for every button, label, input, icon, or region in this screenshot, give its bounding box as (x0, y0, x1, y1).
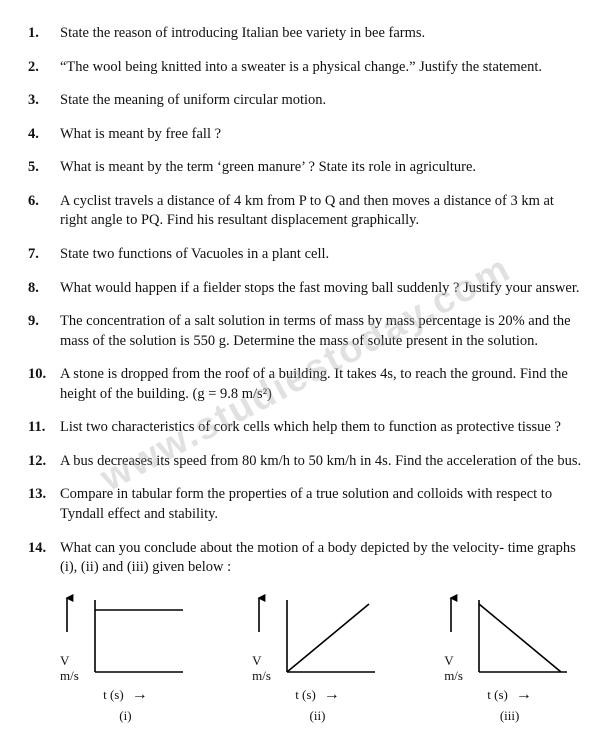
x-axis-label: t (s)→ (103, 686, 148, 704)
y-axis-label: Vm/s (60, 640, 79, 684)
question-row: 6.A cyclist travels a distance of 4 km f… (28, 192, 583, 231)
question-text: What would happen if a fielder stops the… (60, 279, 583, 299)
question-number: 14. (28, 539, 60, 559)
graph-sub-label: (ii) (310, 708, 326, 724)
question-text: “The wool being knitted into a sweater i… (60, 58, 583, 78)
question-number: 8. (28, 279, 60, 299)
question-list: 1.State the reason of introducing Italia… (28, 24, 583, 578)
question-row: 8.What would happen if a fielder stops t… (28, 279, 583, 299)
vt-graph-plot (465, 594, 575, 684)
graph-sub-label: (i) (119, 708, 131, 724)
x-axis-arrow-icon: → (132, 686, 148, 703)
y-axis-arrow-icon (60, 592, 74, 640)
question-text: What is meant by free fall ? (60, 125, 583, 145)
question-number: 4. (28, 125, 60, 145)
question-text: List two characteristics of cork cells w… (60, 418, 583, 438)
question-text: A bus decreases its speed from 80 km/h t… (60, 452, 583, 472)
question-text: A stone is dropped from the roof of a bu… (60, 365, 583, 404)
question-row: 5.What is meant by the term ‘green manur… (28, 158, 583, 178)
question-row: 12.A bus decreases its speed from 80 km/… (28, 452, 583, 472)
y-axis-arrow-icon (252, 592, 266, 640)
x-axis-arrow-icon: → (324, 686, 340, 703)
question-row: 1.State the reason of introducing Italia… (28, 24, 583, 44)
question-text: State the reason of introducing Italian … (60, 24, 583, 44)
x-axis-label: t (s)→ (487, 686, 532, 704)
graph-sub-label: (iii) (500, 708, 520, 724)
y-axis-label-block: Vm/s (252, 592, 271, 684)
question-number: 5. (28, 158, 60, 178)
vt-graph: Vm/s t (s)→ (i) (60, 592, 191, 724)
y-axis-label-block: Vm/s (60, 592, 79, 684)
question-number: 1. (28, 24, 60, 44)
question-number: 3. (28, 91, 60, 111)
question-number: 10. (28, 365, 60, 385)
question-text: A cyclist travels a distance of 4 km fro… (60, 192, 583, 231)
vt-graph: Vm/s t (s)→ (ii) (252, 592, 383, 724)
question-number: 13. (28, 485, 60, 505)
question-number: 12. (28, 452, 60, 472)
question-row: 10.A stone is dropped from the roof of a… (28, 365, 583, 404)
velocity-time-graphs: Vm/s t (s)→(i)Vm/s t (s)→(ii)Vm/s t (s)→… (60, 592, 575, 724)
question-text: Compare in tabular form the properties o… (60, 485, 583, 524)
question-number: 6. (28, 192, 60, 212)
question-row: 7.State two functions of Vacuoles in a p… (28, 245, 583, 265)
vt-graph: Vm/s t (s)→ (iii) (444, 592, 575, 724)
question-number: 11. (28, 418, 60, 438)
question-number: 9. (28, 312, 60, 332)
x-axis-label: t (s)→ (295, 686, 340, 704)
y-axis-label: Vm/s (252, 640, 271, 684)
question-row: 3.State the meaning of uniform circular … (28, 91, 583, 111)
question-text: What is meant by the term ‘green manure’… (60, 158, 583, 178)
x-axis-arrow-icon: → (516, 686, 532, 703)
y-axis-label: Vm/s (444, 640, 463, 684)
vt-graph-plot (81, 594, 191, 684)
question-row: 2.“The wool being knitted into a sweater… (28, 58, 583, 78)
question-text: State two functions of Vacuoles in a pla… (60, 245, 583, 265)
question-text: The concentration of a salt solution in … (60, 312, 583, 351)
vt-graph-plot (273, 594, 383, 684)
question-row: 11.List two characteristics of cork cell… (28, 418, 583, 438)
question-number: 2. (28, 58, 60, 78)
y-axis-label-block: Vm/s (444, 592, 463, 684)
question-row: 4.What is meant by free fall ? (28, 125, 583, 145)
question-text: State the meaning of uniform circular mo… (60, 91, 583, 111)
question-row: 9.The concentration of a salt solution i… (28, 312, 583, 351)
question-number: 7. (28, 245, 60, 265)
question-text: What can you conclude about the motion o… (60, 539, 583, 578)
question-row: 13.Compare in tabular form the propertie… (28, 485, 583, 524)
question-row: 14.What can you conclude about the motio… (28, 539, 583, 578)
y-axis-arrow-icon (444, 592, 458, 640)
